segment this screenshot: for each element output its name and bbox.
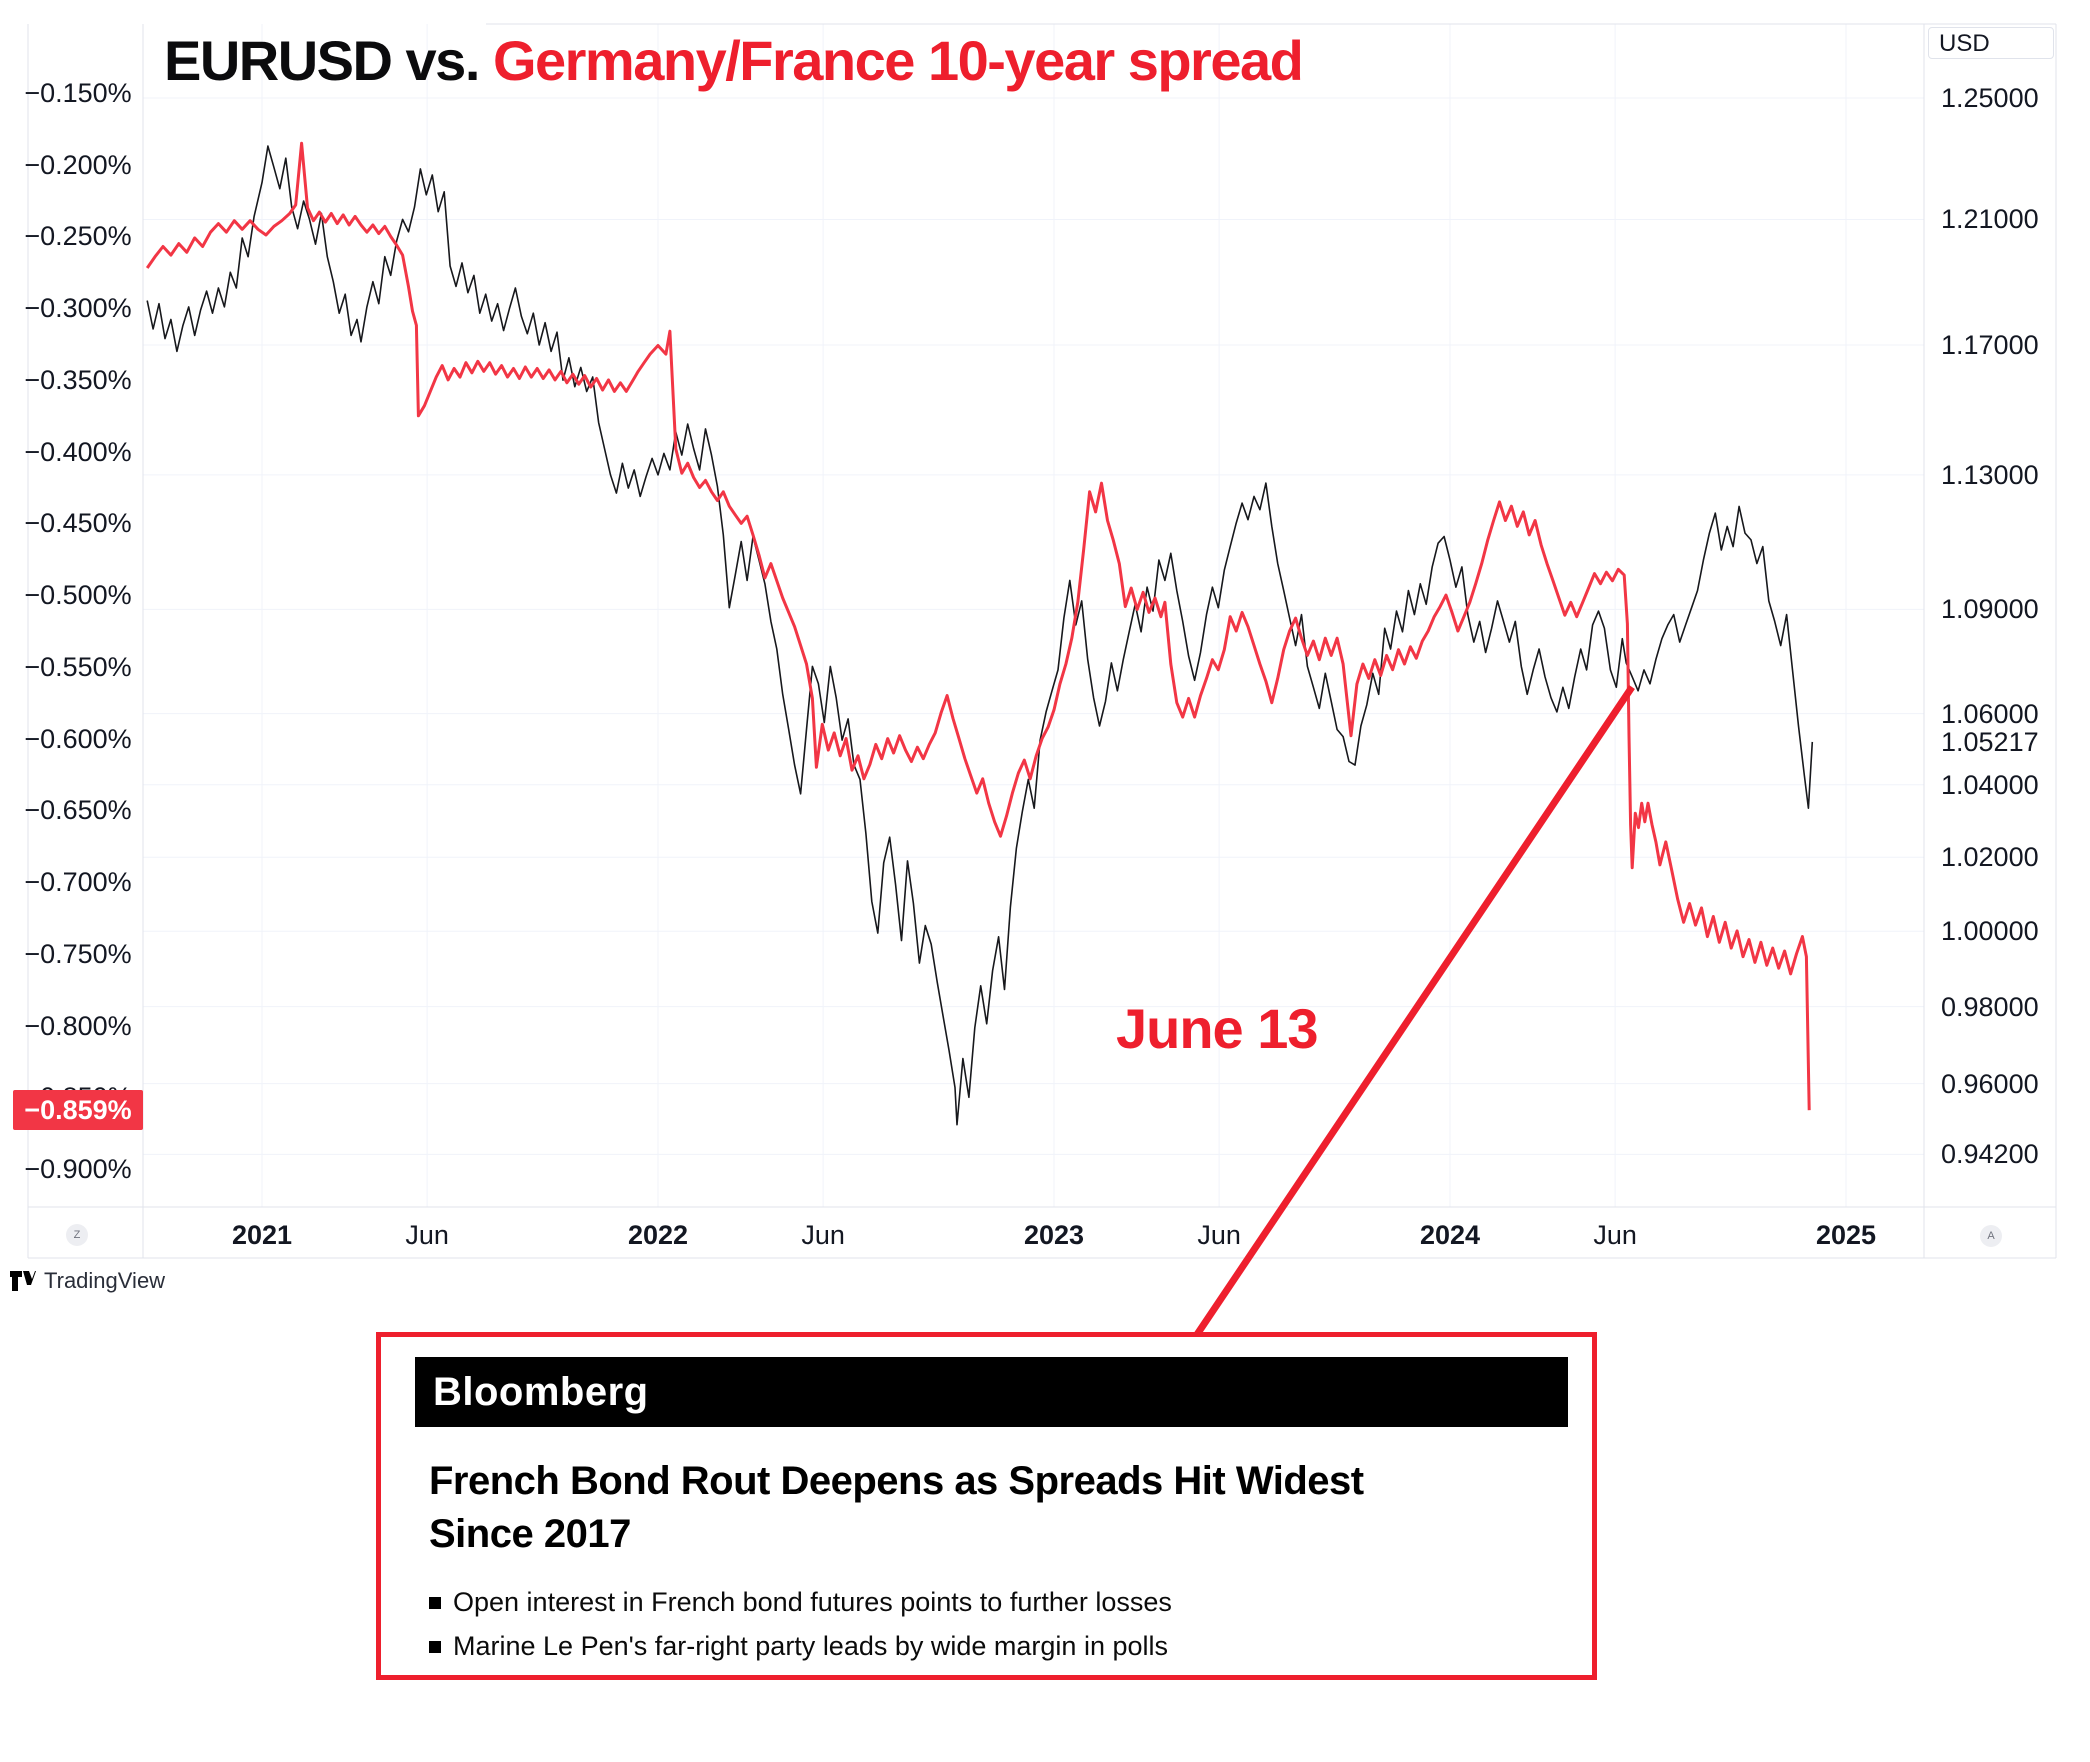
left-axis-tick: −0.800% (24, 1010, 132, 1041)
x-axis-tick: Jun (801, 1220, 845, 1250)
annotation-callout-line (1193, 685, 1635, 1338)
left-axis-tick: −0.600% (24, 723, 132, 754)
right-axis-tick: 1.13000 (1941, 459, 2039, 490)
bullet-square-icon (429, 1640, 441, 1653)
left-axis-tick: −0.150% (24, 78, 132, 108)
spread-current-badge: −0.859% (13, 1090, 143, 1130)
tradingview-text: TradingView (44, 1268, 166, 1293)
right-axis-tick: 0.98000 (1941, 991, 2039, 1022)
timezone-button[interactable]: Z (66, 1224, 88, 1246)
right-axis-tick: 1.21000 (1941, 204, 2039, 235)
x-axis-tick: 2021 (231, 1220, 293, 1250)
left-axis-tick: −0.750% (24, 938, 132, 969)
x-axis-tick: 2022 (627, 1220, 689, 1250)
news-headline-line2: Since 2017 (429, 1512, 631, 1556)
right-axis-tick: 1.06000 (1941, 698, 2039, 729)
left-axis-tick: −0.550% (24, 651, 132, 682)
left-axis-tick: −0.450% (24, 508, 132, 539)
right-axis-tick: 1.04000 (1941, 769, 2039, 800)
left-axis-tick: −0.650% (24, 795, 132, 826)
right-axis-tick: 1.09000 (1941, 594, 2039, 625)
news-source-logo: Bloomberg (433, 1370, 649, 1414)
news-headline-line1: French Bond Rout Deepens as Spreads Hit … (429, 1459, 1364, 1503)
left-axis-tick: −0.250% (24, 221, 132, 252)
x-axis-tick: 2025 (1815, 1220, 1877, 1250)
chart-title: EURUSD vs. Germany/France 10-year spread (164, 28, 1304, 93)
x-axis-tick: 2023 (1023, 1220, 1085, 1250)
news-source-bar: Bloomberg (415, 1357, 1568, 1427)
annotation-june13: June 13 (1116, 997, 1319, 1060)
title-series-name: Germany/France 10-year spread (492, 29, 1304, 92)
right-axis-tick: 1.25000 (1941, 83, 2039, 113)
right-axis-tick: 0.94200 (1941, 1139, 2039, 1170)
right-axis-tick: 1.17000 (1941, 329, 2039, 360)
news-card: Bloomberg French Bond Rout Deepens as Sp… (376, 1332, 1597, 1680)
x-axis-tick: 2024 (1419, 1220, 1481, 1250)
left-axis-tick: −0.700% (24, 867, 132, 898)
right-axis-tick: 1.02000 (1941, 842, 2039, 873)
series-eurusd (146, 145, 1814, 1126)
currency-label-box[interactable]: USD (1928, 27, 2054, 59)
left-axis-tick: −0.900% (24, 1154, 132, 1185)
news-bullet: Open interest in French bond futures poi… (429, 1587, 1592, 1618)
x-axis-tick: Jun (1593, 1220, 1637, 1250)
left-axis-tick: −0.200% (24, 149, 132, 180)
right-axis-tick: 1.00000 (1941, 916, 2039, 947)
title-symbol: EURUSD vs. (164, 29, 493, 92)
x-axis-tick: Jun (405, 1220, 449, 1250)
right-axis-tick: 0.96000 (1941, 1068, 2039, 1099)
left-axis-tick: −0.400% (24, 436, 132, 467)
auto-scale-button[interactable]: A (1980, 1225, 2002, 1247)
last-price-label: 1.05217 (1941, 727, 2039, 757)
news-headline: French Bond Rout Deepens as Spreads Hit … (429, 1455, 1592, 1561)
left-axis-tick: −0.300% (24, 293, 132, 324)
news-bullets: Open interest in French bond futures poi… (429, 1587, 1592, 1662)
left-axis-tick: −0.500% (24, 580, 132, 611)
x-axis-tick: Jun (1197, 1220, 1241, 1250)
tradingview-icon (10, 1271, 36, 1291)
left-axis-tick: −0.350% (24, 364, 132, 395)
news-bullet: Marine Le Pen's far-right party leads by… (429, 1631, 1592, 1662)
bullet-square-icon (429, 1596, 441, 1609)
series-spread (145, 141, 1811, 1111)
tradingview-attribution[interactable]: TradingView (10, 1268, 165, 1294)
